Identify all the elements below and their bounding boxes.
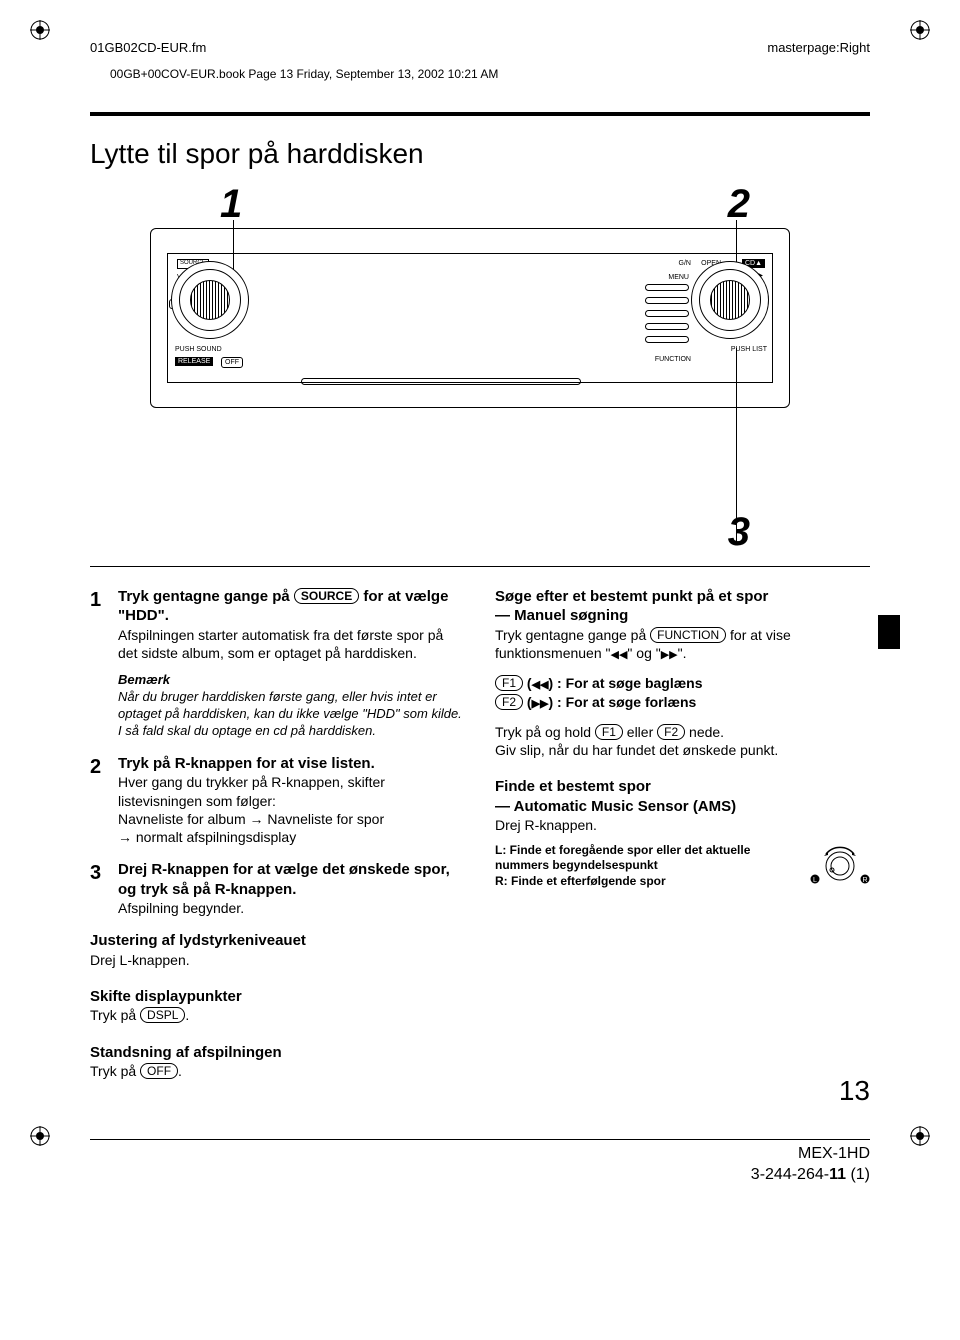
divider [90, 566, 870, 567]
slot [645, 336, 689, 343]
f2-button-label: F2 [657, 724, 685, 740]
off-button-label: OFF [140, 1063, 178, 1079]
source-button-label: SOURCE [294, 588, 359, 604]
f2-button-label: F2 [495, 694, 523, 710]
dspl-button-label: DSPL [140, 1007, 185, 1023]
volume-heading: Justering af lydstyrkeniveauet [90, 931, 465, 951]
step2-desc: Hver gang du trykker på R-knappen, skift… [118, 773, 465, 809]
thumb-tab [878, 615, 900, 649]
rotary-knob-icon: L R [810, 843, 870, 893]
left-knob [171, 261, 249, 339]
svg-text:R: R [862, 877, 867, 884]
slot [645, 297, 689, 304]
divider [90, 112, 870, 116]
function-button-label: FUNCTION [650, 627, 726, 643]
note-text: Når du bruger harddisken første gang, el… [118, 689, 465, 740]
forward-icon [661, 645, 678, 661]
step1-text: Tryk gentagne gange på [118, 588, 294, 605]
step1-desc: Afspilningen starter automatisk fra det … [118, 626, 465, 662]
callout-2: 2 [728, 178, 750, 230]
file-name: 01GB02CD-EUR.fm [90, 40, 206, 57]
callout-3: 3 [728, 506, 750, 558]
step-number: 1 [90, 587, 108, 740]
L-text: L: Finde et foregående spor eller det ak… [495, 843, 750, 873]
ams-text: Drej R-knappen. [495, 816, 870, 834]
lbl-menu: MENU [668, 273, 689, 282]
crop-mark-icon [910, 1126, 930, 1146]
crop-mark-icon [30, 1126, 50, 1146]
page-number: 13 [495, 1073, 870, 1109]
callout-1: 1 [220, 178, 242, 230]
forward-icon [532, 694, 549, 710]
lbl-push-sound: PUSH SOUND [175, 345, 222, 354]
f1-button-label: F1 [595, 724, 623, 740]
search-desc: Tryk gentagne gange på FUNCTION for at v… [495, 626, 870, 662]
ams-heading: Finde et bestemt spor [495, 777, 870, 797]
right-knob [691, 261, 769, 339]
step3-title: Drej R-knappen for at vælge det ønskede … [118, 861, 450, 898]
lbl-off: OFF [221, 357, 243, 368]
slot [645, 310, 689, 317]
device-figure: 1 2 3 SOURCE VOL DSPL PUSH SOUND RELEASE… [90, 178, 870, 558]
slot [645, 284, 689, 291]
stop-heading: Standsning af afspilningen [90, 1043, 465, 1063]
step-number: 3 [90, 860, 108, 917]
ams-sub: — Automatic Music Sensor (AMS) [495, 797, 870, 817]
crop-mark-icon [910, 20, 930, 40]
f1-line: F1 () : For at søge baglæns [495, 674, 870, 692]
lbl-push-list: PUSH LIST [731, 345, 767, 354]
device-outline: SOURCE VOL DSPL PUSH SOUND RELEASE OFF G… [150, 228, 790, 408]
search-heading: Søge efter et bestemt punkt på et spor [495, 587, 870, 607]
search-sub: — Manuel søgning [495, 606, 870, 626]
step2-title: Tryk på R-knappen for at vise listen. [118, 755, 375, 772]
step3-desc: Afspilning begynder. [118, 899, 465, 917]
page-title: Lytte til spor på harddisken [90, 136, 870, 172]
stop-text: Tryk på OFF. [90, 1062, 465, 1080]
part-number: 3-244-264-11 (1) [90, 1165, 870, 1186]
svg-text:L: L [813, 877, 817, 884]
R-text: R: Finde et efterfølgende spor [495, 874, 666, 888]
f2-line: F2 () : For at søge forlæns [495, 693, 870, 711]
model-number: MEX-1HD [90, 1144, 870, 1165]
step-number: 2 [90, 754, 108, 846]
volume-text: Drej L-knappen. [90, 951, 465, 969]
f1-button-label: F1 [495, 675, 523, 691]
release-text: Giv slip, når du har fundet det ønskede … [495, 741, 870, 759]
crop-mark-icon [30, 20, 50, 40]
slot [645, 323, 689, 330]
rewind-icon [611, 645, 628, 661]
hold-text: Tryk på og hold F1 eller F2 nede. [495, 723, 870, 741]
footer-block: MEX-1HD 3-244-264-11 (1) [90, 1139, 870, 1186]
slot-row [301, 378, 581, 385]
display-text: Tryk på DSPL. [90, 1006, 465, 1024]
lbl-function: FUNCTION [655, 355, 691, 364]
rewind-icon [532, 675, 549, 691]
note-heading: Bemærk [118, 672, 465, 689]
right-column: Søge efter et bestemt punkt på et spor —… [495, 587, 870, 1109]
display-heading: Skifte displaypunkter [90, 987, 465, 1007]
lbl-release: RELEASE [175, 357, 213, 366]
book-info: 00GB+00COV-EUR.book Page 13 Friday, Sept… [110, 67, 870, 83]
step2-flow: Navneliste for album Navneliste for spor… [118, 810, 465, 846]
lbl-gn: G/N [679, 259, 691, 268]
masterpage: masterpage:Right [767, 40, 870, 57]
left-column: 1 Tryk gentagne gange på SOURCE for at v… [90, 587, 465, 1109]
